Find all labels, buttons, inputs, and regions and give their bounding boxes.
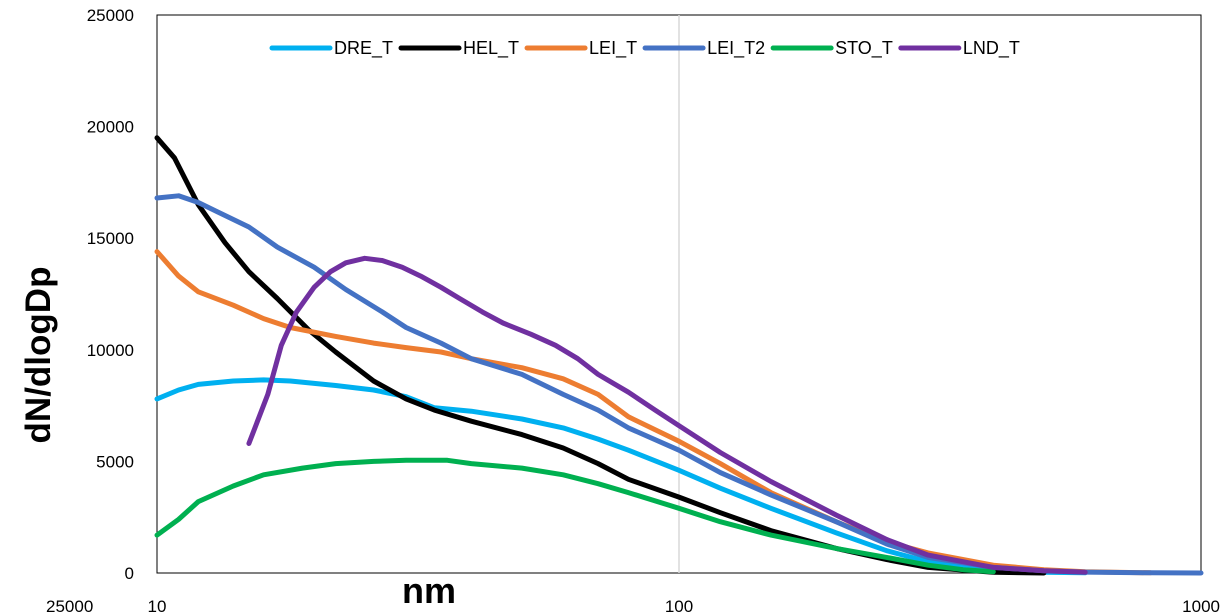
y-tick-label: 10000 bbox=[87, 341, 134, 360]
y-tick-label: 15000 bbox=[87, 229, 134, 248]
series-line-lnd-t bbox=[246, 255, 1088, 575]
y-tick-label: 20000 bbox=[87, 118, 134, 137]
y-axis-title: dN/dlogDp bbox=[19, 267, 58, 444]
y-tick-label: 5000 bbox=[96, 452, 134, 471]
legend-label-sto-t: STO_T bbox=[835, 38, 893, 59]
legend-label-dre-t: DRE_T bbox=[334, 38, 393, 59]
legend-label-hel-t: HEL_T bbox=[463, 38, 519, 59]
y-tick-label: 25000 bbox=[87, 6, 134, 25]
legend-label-lnd-t: LND_T bbox=[963, 38, 1020, 59]
stray-label: 25000 bbox=[46, 597, 93, 614]
x-tick-label: 100 bbox=[665, 597, 693, 614]
x-tick-label: 1000 bbox=[1182, 597, 1220, 614]
series-line-hel-t bbox=[154, 135, 1047, 576]
x-tick-label: 10 bbox=[148, 597, 167, 614]
legend-label-lei-t: LEI_T bbox=[589, 38, 637, 59]
legend-label-lei-t2: LEI_T2 bbox=[707, 38, 765, 59]
series-line-dre-t bbox=[154, 377, 1088, 576]
series-line-sto-t bbox=[154, 457, 996, 575]
x-axis-title: nm bbox=[402, 570, 456, 611]
y-tick-label: 0 bbox=[125, 564, 134, 583]
